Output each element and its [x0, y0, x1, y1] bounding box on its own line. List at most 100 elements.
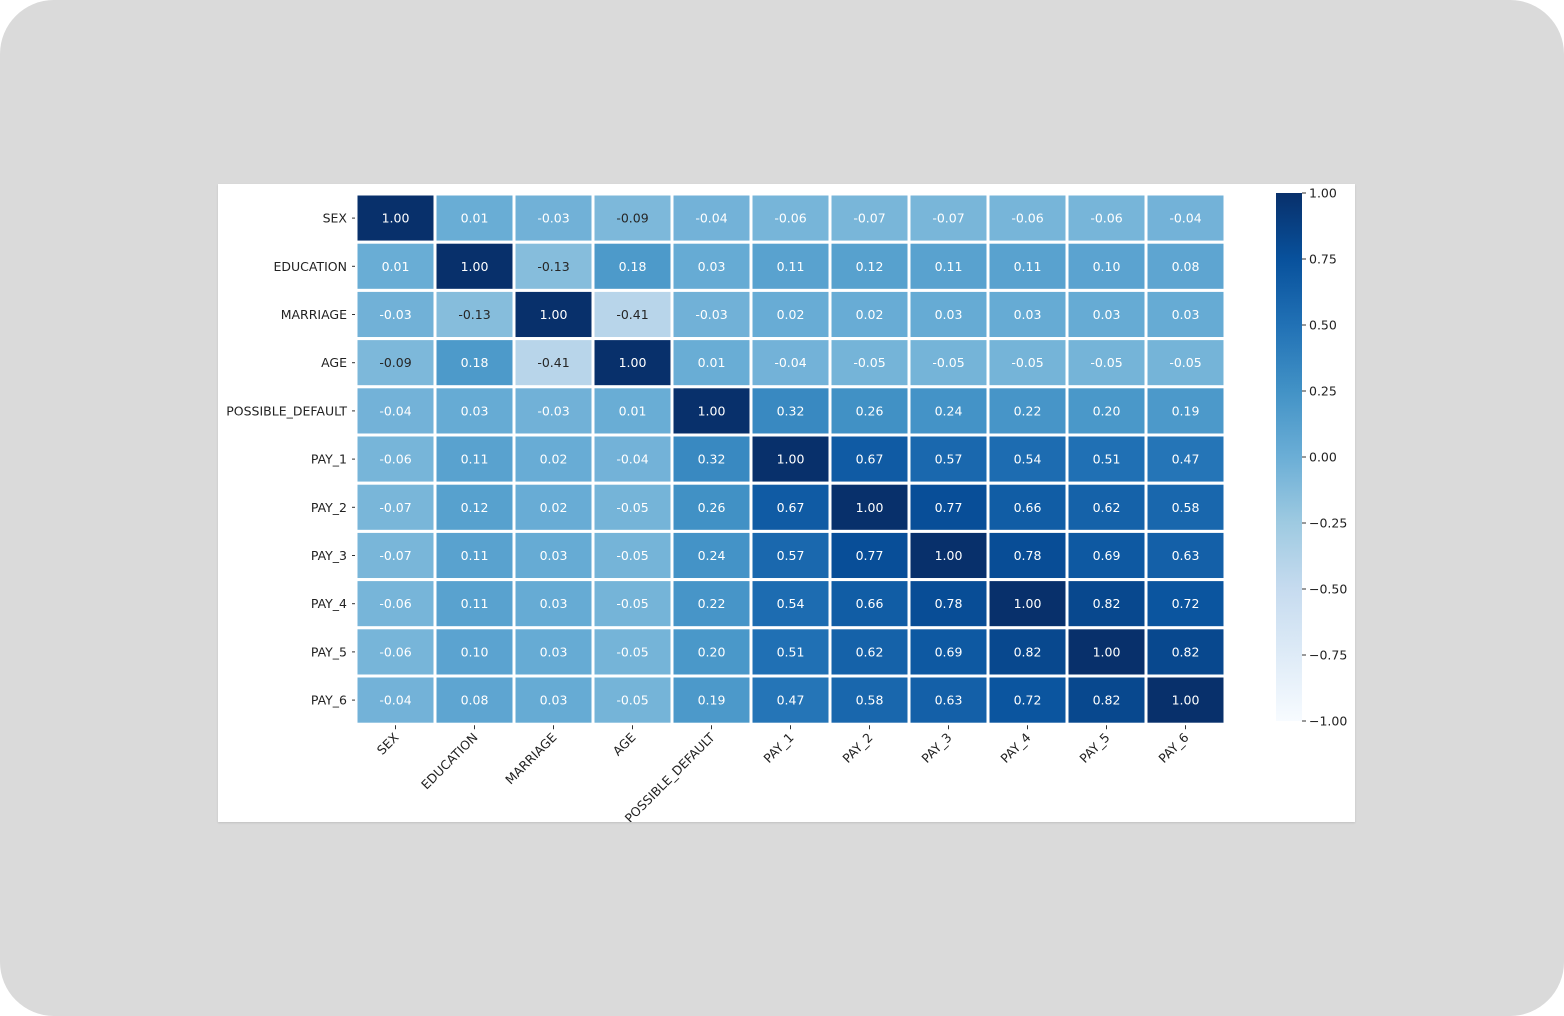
cell-value-label: 0.01 [698, 355, 726, 370]
cell-value-label: 0.51 [1093, 452, 1121, 467]
colorbar-tick-label: −1.00 [1309, 714, 1347, 729]
y-tick-label: SEX [323, 211, 348, 226]
heatmap-cell [907, 578, 990, 630]
heatmap-cell [670, 529, 753, 582]
cell-value-label: 0.51 [777, 644, 805, 659]
cell-value-label: 0.66 [856, 596, 884, 611]
cell-value-label: 0.26 [698, 500, 726, 515]
cell-value-label: 1.00 [461, 259, 489, 274]
cell-value-label: 0.03 [540, 644, 568, 659]
cell-value-label: 0.78 [1014, 548, 1042, 563]
cell-value-label: -0.03 [537, 403, 569, 418]
heatmap-cell [354, 578, 437, 630]
heatmap-cell [591, 529, 674, 582]
cell-value-label: 0.12 [856, 259, 884, 274]
x-tick-label: SEX [374, 729, 402, 757]
colorbar-tick-label: 0.75 [1309, 252, 1337, 267]
cell-value-label: 0.24 [698, 548, 726, 563]
cell-value-label: -0.04 [774, 355, 806, 370]
heatmap-cell [433, 481, 516, 533]
y-tick-label: PAY_6 [311, 693, 347, 708]
x-tick-label: EDUCATION [418, 730, 481, 793]
cell-value-label: 0.77 [935, 500, 963, 515]
cell-value-label: 0.82 [1093, 693, 1121, 708]
heatmap-cell [1065, 578, 1148, 630]
cell-value-label: 0.03 [540, 548, 568, 563]
cell-value-label: 0.20 [698, 644, 726, 659]
cell-value-label: -0.06 [774, 211, 806, 226]
cell-value-label: -0.41 [616, 307, 648, 322]
cell-value-label: 0.47 [1172, 452, 1200, 467]
cell-value-label: 0.57 [777, 548, 805, 563]
cell-value-label: 0.03 [461, 403, 489, 418]
cell-value-label: 0.01 [461, 211, 489, 226]
cell-value-label: 0.01 [619, 403, 647, 418]
heatmap-cell [1065, 674, 1148, 726]
cell-value-label: -0.06 [379, 644, 411, 659]
heatmap-cell [670, 288, 753, 341]
cell-value-label: 0.82 [1014, 644, 1042, 659]
cell-value-label: 0.18 [461, 355, 489, 370]
cell-value-label: 0.58 [1172, 500, 1200, 515]
colorbar-gradient [1276, 193, 1302, 721]
x-tick-label: AGE [610, 730, 639, 759]
colorbar-tick-label: −0.75 [1309, 648, 1347, 663]
heatmap-cell [1065, 192, 1148, 244]
correlation-heatmap: 1.00 0.01 -0.03 -0.09 -0.04 -0.06 -0.07 -0.07 -0… [226, 186, 1347, 823]
x-tick-label: PAY_1 [760, 730, 796, 766]
cell-value-label: 0.19 [1172, 403, 1200, 418]
cell-value-label: -0.07 [932, 211, 964, 226]
y-axis-labels: SEX EDUCATION MARRIAGE AGE POSSIBLE_DEFAULT P… [226, 211, 355, 708]
heatmap-cell [670, 626, 753, 678]
colorbar-tick-label: 0.25 [1309, 384, 1337, 399]
heatmap-cell [354, 433, 437, 485]
cell-value-label: -0.05 [932, 355, 964, 370]
cell-value-label: 0.03 [698, 259, 726, 274]
cell-value-label: 0.72 [1172, 596, 1200, 611]
cell-value-label: 0.67 [856, 452, 884, 467]
cell-value-label: 0.08 [461, 693, 489, 708]
colorbar-tick-label: 0.00 [1309, 450, 1337, 465]
colorbar-tick-label: 1.00 [1309, 186, 1337, 201]
cell-value-label: 0.08 [1172, 259, 1200, 274]
heatmap-cell [749, 433, 832, 485]
heatmap-cell [828, 288, 911, 341]
cell-value-label: 1.00 [777, 452, 805, 467]
cell-value-label: 0.62 [856, 644, 884, 659]
cell-value-label: 0.77 [856, 548, 884, 563]
heatmap-cell [986, 578, 1069, 630]
heatmap-cell [354, 288, 437, 341]
cell-value-label: 0.20 [1093, 403, 1121, 418]
heatmap-cell [1144, 240, 1227, 292]
cell-value-label: 0.11 [461, 452, 489, 467]
heatmap-cell [512, 337, 595, 389]
heatmap-cell [1144, 578, 1227, 630]
heatmap-cell [749, 674, 832, 726]
y-tick-label: PAY_5 [311, 644, 347, 659]
cell-value-label: 0.22 [1014, 403, 1042, 418]
cell-value-label: -0.05 [616, 596, 648, 611]
cell-value-label: 0.11 [777, 259, 805, 274]
heatmap-cell [828, 385, 911, 437]
cell-value-label: 0.02 [777, 307, 805, 322]
y-tick-label: AGE [321, 355, 347, 370]
heatmap-cell [433, 674, 516, 726]
heatmap-cell [907, 192, 990, 244]
heatmap-cell [986, 626, 1069, 678]
cell-value-label: 0.11 [935, 259, 963, 274]
heatmap-cell [591, 337, 674, 389]
cell-value-label: 0.02 [856, 307, 884, 322]
heatmap-figure: 1.00 0.01 -0.03 -0.09 -0.04 -0.06 -0.07 -0.07 -0… [218, 184, 1355, 822]
cell-value-label: 0.26 [856, 403, 884, 418]
cell-value-label: -0.06 [1011, 211, 1043, 226]
colorbar-tick-label: −0.25 [1309, 516, 1347, 531]
heatmap-cells: 1.00 0.01 -0.03 -0.09 -0.04 -0.06 -0.07 -0.07 -0… [354, 192, 1227, 726]
cell-value-label: 1.00 [1014, 596, 1042, 611]
cell-value-label: -0.41 [537, 355, 569, 370]
cell-value-label: 0.69 [935, 644, 963, 659]
heatmap-cell [1144, 481, 1227, 533]
heatmap-cell [749, 385, 832, 437]
cell-value-label: 0.01 [382, 259, 410, 274]
cell-value-label: 1.00 [540, 307, 568, 322]
cell-value-label: 1.00 [619, 355, 647, 370]
